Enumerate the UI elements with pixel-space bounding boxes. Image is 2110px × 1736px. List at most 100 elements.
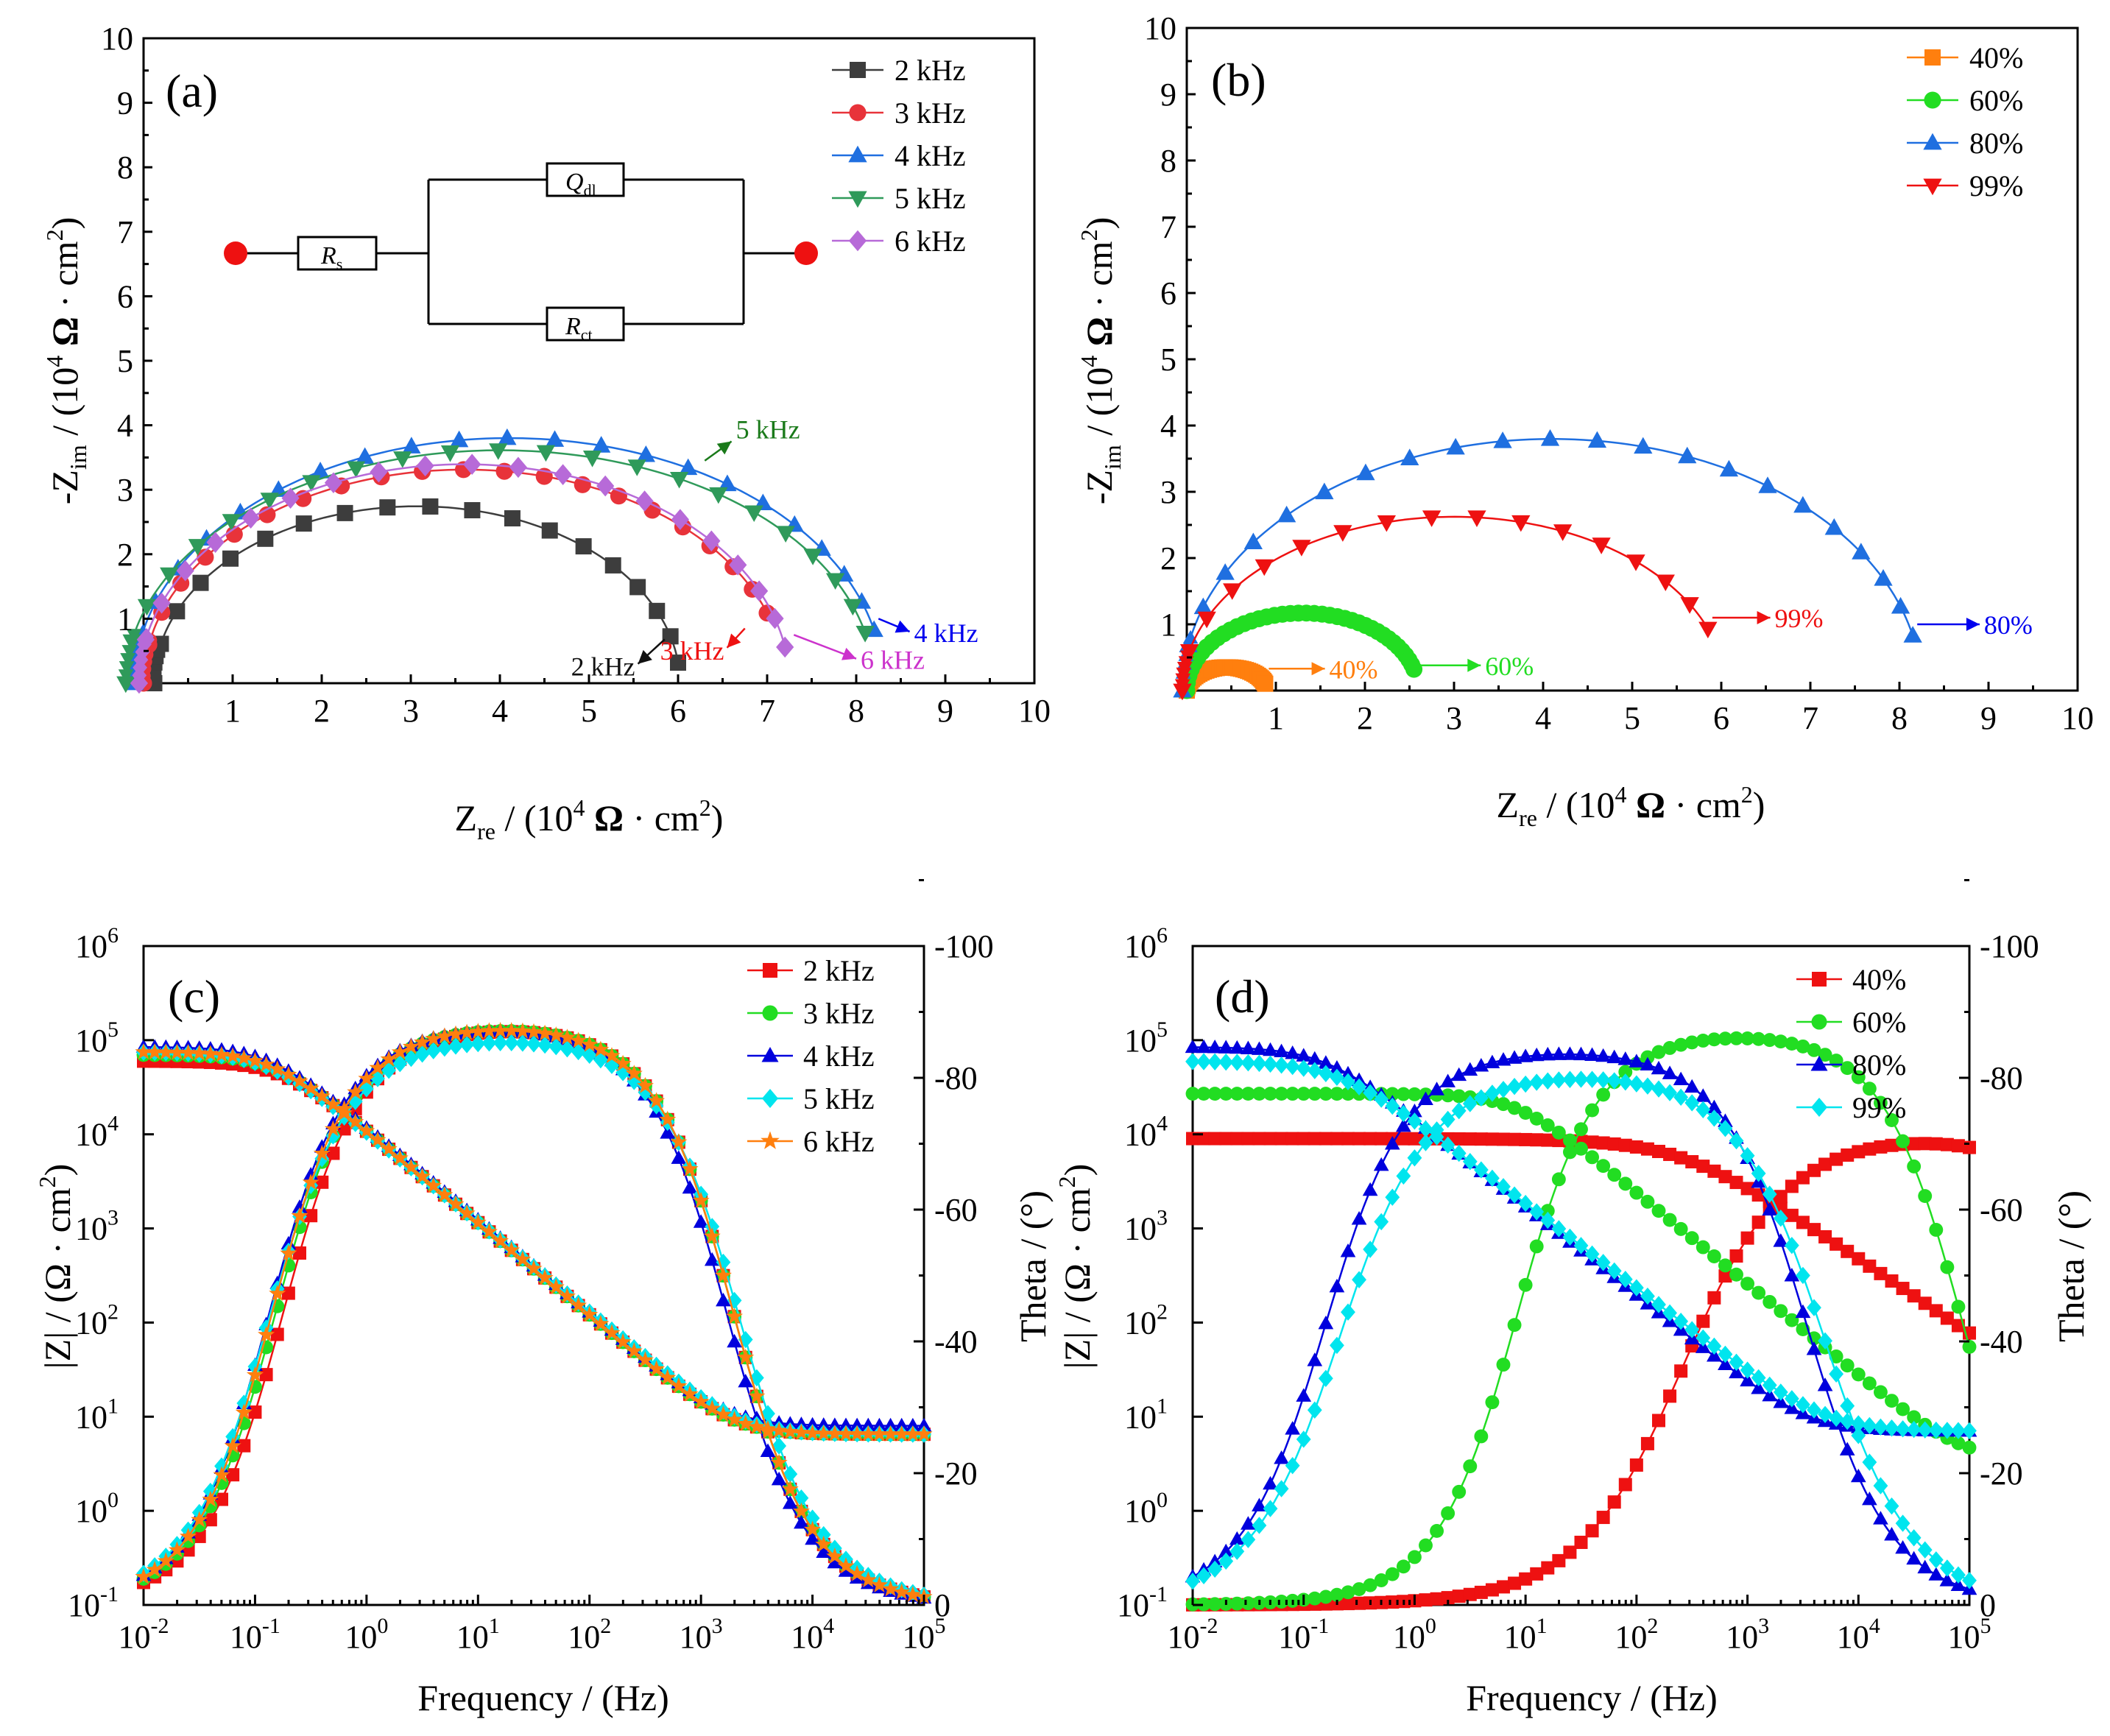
point-99 xyxy=(1333,525,1352,542)
impedance-point-60 xyxy=(1229,1087,1244,1101)
point-80 xyxy=(1446,437,1465,455)
legend-marker-40 xyxy=(1812,972,1827,987)
phase-point-80 xyxy=(1495,1052,1511,1066)
impedance-point-60 xyxy=(1740,1277,1755,1291)
phase-point-99 xyxy=(1396,1167,1411,1185)
impedance-point-99 xyxy=(1684,1321,1700,1338)
impedance-point-40 xyxy=(1230,1132,1244,1146)
impedance-point-6-khz xyxy=(402,1158,420,1175)
impedance-point-40 xyxy=(1863,1259,1877,1273)
panel-c-x-axis-label: Frequency / (Hz) xyxy=(417,1677,669,1718)
impedance-point-99 xyxy=(1440,1136,1456,1154)
point-2-khz xyxy=(222,550,239,567)
phase-point-4-khz xyxy=(805,1531,820,1545)
phase-point-4-khz xyxy=(727,1333,742,1348)
phase-point-99 xyxy=(1662,1084,1677,1101)
impedance-point-60 xyxy=(1607,1168,1622,1182)
point-6-khz xyxy=(324,472,343,494)
phase-point-60 xyxy=(1363,1578,1377,1592)
phase-point-6-khz xyxy=(625,1065,643,1082)
impedance-point-60 xyxy=(1218,1087,1233,1101)
phase-point-80 xyxy=(1707,1099,1722,1114)
x-tick-label: 8 xyxy=(848,693,864,729)
y-tick-label: 10-1 xyxy=(68,1582,119,1623)
point-2-khz xyxy=(257,530,274,547)
phase-point-40 xyxy=(1774,1190,1788,1204)
phase-point-6-khz xyxy=(436,1027,454,1044)
phase-point-6-khz xyxy=(770,1453,788,1470)
impedance-point-60 xyxy=(1296,1087,1311,1101)
phase-point-99 xyxy=(1252,1517,1267,1534)
impedance-point-6-khz xyxy=(157,1043,174,1060)
phase-point-6-khz xyxy=(859,1571,877,1588)
phase-point-5-khz xyxy=(504,1034,519,1052)
point-2-khz xyxy=(662,628,679,645)
panel-a-y-axis-label: -Zim / (104 Ω · cm2) xyxy=(41,217,91,504)
point-2-khz xyxy=(629,579,646,596)
phase-point-80 xyxy=(1917,1559,1933,1574)
x-tick-label: 1 xyxy=(225,693,241,729)
y-tick-label: 100 xyxy=(75,1488,119,1529)
phase-point-6-khz xyxy=(280,1244,297,1261)
point-5-khz xyxy=(188,539,208,556)
phase-point-4-khz xyxy=(704,1252,720,1266)
series-5-khz xyxy=(136,1034,931,1604)
point-2-khz xyxy=(649,602,666,619)
impedance-point-6-khz xyxy=(547,1278,565,1295)
legend-marker-60 xyxy=(1924,91,1941,109)
impedance-point-6-khz xyxy=(570,1296,588,1313)
phase-point-6-khz xyxy=(146,1561,163,1578)
legend-marker-80 xyxy=(1923,133,1942,150)
phase-point-60 xyxy=(1707,1032,1721,1047)
impedance-point-40 xyxy=(1718,1170,1732,1184)
phase-point-40 xyxy=(1474,1585,1488,1599)
phase-point-80 xyxy=(1684,1079,1700,1093)
phase-point-60 xyxy=(1774,1034,1788,1049)
phase-point-2-khz xyxy=(226,1468,240,1482)
phase-point-6-khz xyxy=(402,1037,420,1054)
impedance-point-6-khz xyxy=(670,1377,688,1394)
point-80 xyxy=(1874,569,1893,586)
phase-point-60 xyxy=(1596,1087,1611,1102)
impedance-point-80 xyxy=(1274,1043,1289,1058)
impedance-point-80 xyxy=(1740,1372,1755,1387)
phase-point-80 xyxy=(1252,1497,1267,1511)
impedance-point-60 xyxy=(1252,1087,1266,1101)
y-tick-label: 2 xyxy=(1160,540,1176,576)
point-99 xyxy=(1422,510,1442,527)
impedance-point-60 xyxy=(1341,1087,1355,1101)
phase-point-5-khz xyxy=(347,1093,363,1110)
impedance-point-60 xyxy=(1718,1258,1732,1273)
phase-point-40 xyxy=(1508,1576,1522,1590)
point-99 xyxy=(1626,554,1645,571)
phase-point-5-khz xyxy=(515,1034,530,1052)
point-80 xyxy=(1758,476,1777,493)
point-6-khz xyxy=(750,580,769,602)
impedance-point-40 xyxy=(1530,1133,1544,1147)
phase-point-99 xyxy=(1573,1070,1589,1088)
phase-point-99 xyxy=(1196,1567,1211,1585)
panel-c-data xyxy=(135,1022,933,1604)
panel-a-legend: 2 kHz 3 kHz 4 kHz 5 kHz 6 kHz xyxy=(832,54,966,258)
point-4-khz xyxy=(402,437,421,454)
phase-point-6-khz xyxy=(592,1040,610,1057)
point-2-khz xyxy=(379,499,396,516)
point-6-khz xyxy=(133,651,149,668)
phase-point-80 xyxy=(1950,1577,1966,1592)
impedance-point-99 xyxy=(1229,1054,1245,1071)
phase-point-80 xyxy=(1351,1211,1367,1225)
phase-point-2-khz xyxy=(248,1405,262,1419)
phase-point-99 xyxy=(1407,1149,1422,1167)
impedance-point-6-khz xyxy=(525,1260,543,1277)
impedance-point-99 xyxy=(1807,1401,1821,1419)
phase-point-80 xyxy=(1318,1315,1334,1330)
point-6-khz xyxy=(671,509,689,530)
legend-label-6-khz: 6 kHz xyxy=(803,1125,875,1158)
impedance-point-40 xyxy=(1397,1132,1411,1146)
annotation-arrowhead xyxy=(716,441,732,455)
point-99 xyxy=(1292,540,1311,557)
phase-point-40 xyxy=(1907,1137,1921,1151)
phase-point-6-khz xyxy=(547,1026,565,1043)
phase-point-40 xyxy=(1740,1231,1754,1245)
